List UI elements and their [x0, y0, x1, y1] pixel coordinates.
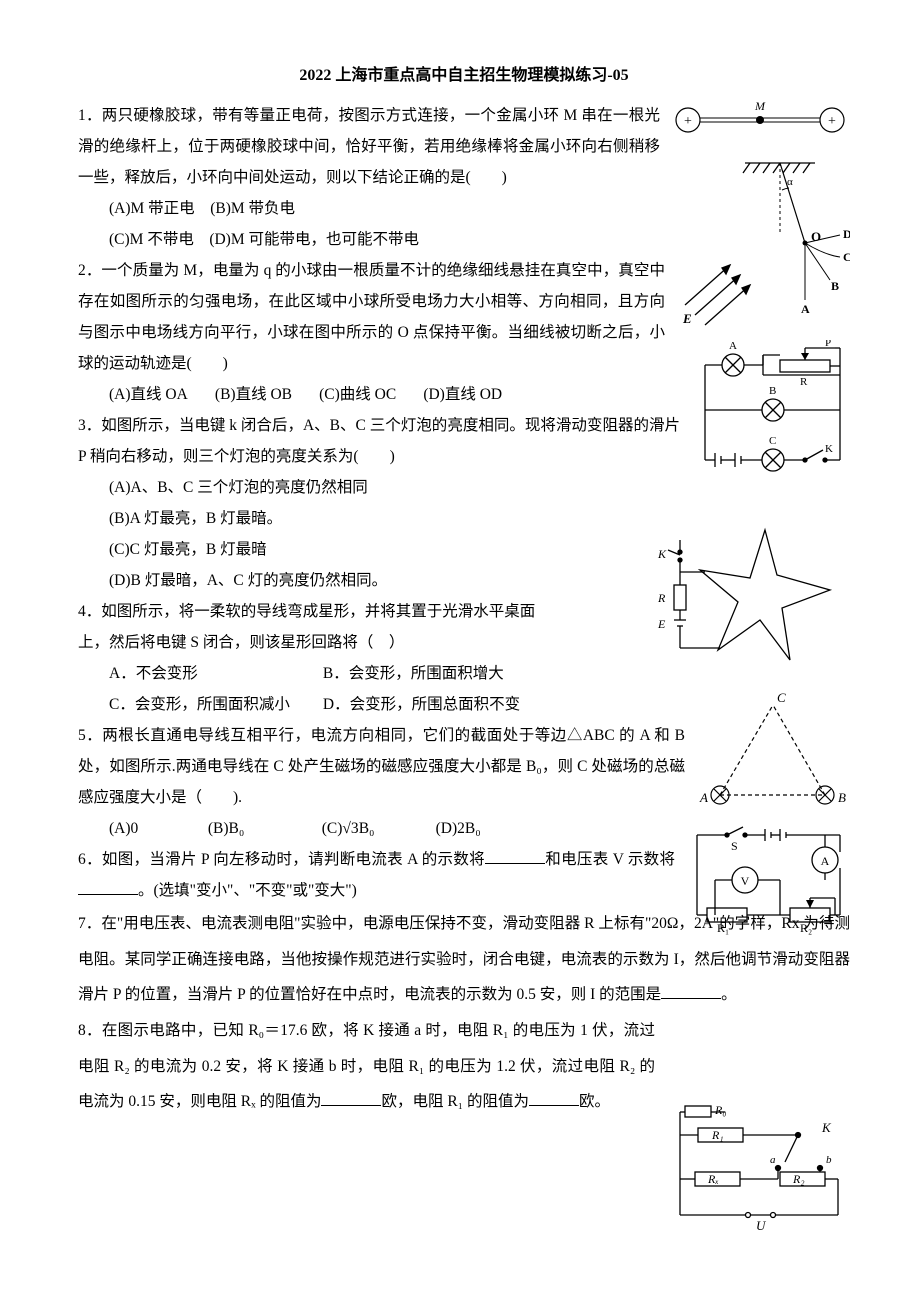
q7-blank — [661, 983, 721, 1000]
svg-text:+: + — [684, 114, 692, 129]
q4-b: B．会变形，所围面积增大 — [323, 665, 504, 682]
q8-p3: 欧。 — [579, 1093, 610, 1110]
q6-blank1 — [485, 848, 545, 865]
svg-text:B: B — [831, 279, 839, 293]
q8-blank1 — [321, 1090, 381, 1107]
svg-text:S: S — [731, 839, 738, 853]
svg-text:E: E — [682, 311, 692, 326]
q6-p1: 6．如图，当滑片 P 向左移动时，请判断电流表 A 的示数将 — [78, 851, 485, 868]
figure-q6: S A V R₁ R₂ — [685, 820, 850, 935]
q4-d: D．会变形，所围总面积不变 — [323, 696, 520, 713]
svg-text:α: α — [787, 176, 793, 188]
q2-d: (D)直线 OD — [423, 386, 502, 403]
q5-c: (C)√3B₀ — [322, 813, 432, 844]
q2-a: (A)直线 OA — [109, 386, 188, 403]
page-title: 2022 上海市重点高中自主招生物理模拟练习-05 — [78, 60, 850, 92]
svg-text:a: a — [770, 1154, 776, 1166]
q2-c: (C)曲线 OC — [319, 386, 396, 403]
svg-text:A: A — [729, 340, 737, 352]
content: + + M α O D C B A — [78, 100, 850, 1120]
svg-text:R: R — [657, 591, 666, 605]
svg-text:A: A — [699, 790, 708, 805]
q3-stem: 3．如图所示，当电键 k 闭合后，A、B、C 三个灯泡的亮度相同。现将滑动变阻器… — [78, 417, 680, 465]
svg-text:R₁: R₁ — [717, 921, 729, 935]
q1-stem: 1．两只硬橡胶球，带有等量正电荷，按图示方式连接，一个金属小环 M 串在一根光滑… — [78, 107, 660, 186]
q5-d: (D)2B₀ — [436, 820, 481, 837]
q4-c: C．会变形，所围面积减小 — [109, 689, 319, 720]
svg-text:R₂: R₂ — [800, 921, 812, 935]
q2-stem: 2．一个质量为 M，电量为 q 的小球由一根质量不计的绝缘细线悬挂在真空中，真空… — [78, 262, 665, 372]
svg-text:A: A — [821, 854, 830, 868]
q4-stem2: 上，然后将电键 S 闭合，则该星形回路将（ ） — [78, 634, 404, 651]
figure-q1: + + M — [670, 100, 850, 140]
q6-p3: 。(选填"变小"、"不变"或"变大") — [138, 882, 357, 899]
svg-text:R: R — [800, 376, 808, 388]
svg-text:B: B — [838, 790, 846, 805]
q5-b: (B)B₀ — [208, 813, 318, 844]
figure-q4: K R E — [650, 520, 850, 675]
svg-text:C: C — [777, 690, 786, 705]
svg-text:b: b — [826, 1154, 832, 1166]
svg-text:D: D — [843, 227, 850, 241]
svg-text:U: U — [756, 1218, 767, 1233]
svg-text:M: M — [754, 100, 766, 113]
figure-q8: R₀ R₁ K a b Rₓ R₂ U — [670, 1100, 850, 1235]
svg-text:C: C — [769, 435, 776, 447]
q1-a: (A)M 带正电 — [109, 200, 195, 217]
svg-text:B: B — [769, 385, 776, 397]
figure-q2: α O D C B A E — [675, 155, 850, 335]
q1-d: (D)M 可能带电，也可能不带电 — [209, 231, 419, 248]
svg-text:V: V — [741, 874, 750, 888]
q1-c: (C)M 不带电 — [109, 231, 194, 248]
svg-text:K: K — [825, 443, 833, 455]
svg-text:K: K — [821, 1120, 832, 1135]
svg-text:K: K — [657, 547, 667, 561]
q6-blank2 — [78, 879, 138, 896]
q8-blank2 — [529, 1090, 579, 1107]
figure-q5: A B C — [695, 690, 850, 815]
q5-stem: 5．两根长直通电导线互相平行，电流方向相同，它们的截面处于等边△ABC 的 A … — [78, 727, 685, 806]
svg-text:E: E — [657, 617, 666, 631]
figure-q3: A R P B C K — [695, 340, 850, 490]
q4-a: A．不会变形 — [109, 658, 319, 689]
q8-p2: 欧，电阻 R₁ 的阻值为 — [381, 1093, 529, 1110]
svg-text:P: P — [825, 340, 831, 349]
q4-stem1: 4．如图所示，将一柔软的导线弯成星形，并将其置于光滑水平桌面 — [78, 603, 535, 620]
q1-b: (B)M 带负电 — [210, 200, 295, 217]
svg-text:C: C — [843, 250, 850, 264]
svg-text:R₁: R₁ — [711, 1128, 724, 1142]
q5-a: (A)0 — [109, 813, 204, 844]
svg-text:Rₓ: Rₓ — [707, 1172, 719, 1186]
q6-p2: 和电压表 V 示数将 — [545, 851, 675, 868]
q2-b: (B)直线 OB — [215, 386, 292, 403]
svg-text:+: + — [828, 114, 836, 129]
svg-text:A: A — [801, 302, 810, 316]
svg-text:R₂: R₂ — [792, 1172, 805, 1186]
svg-text:R₀: R₀ — [714, 1103, 727, 1117]
q7-p2: 。 — [721, 986, 737, 1003]
